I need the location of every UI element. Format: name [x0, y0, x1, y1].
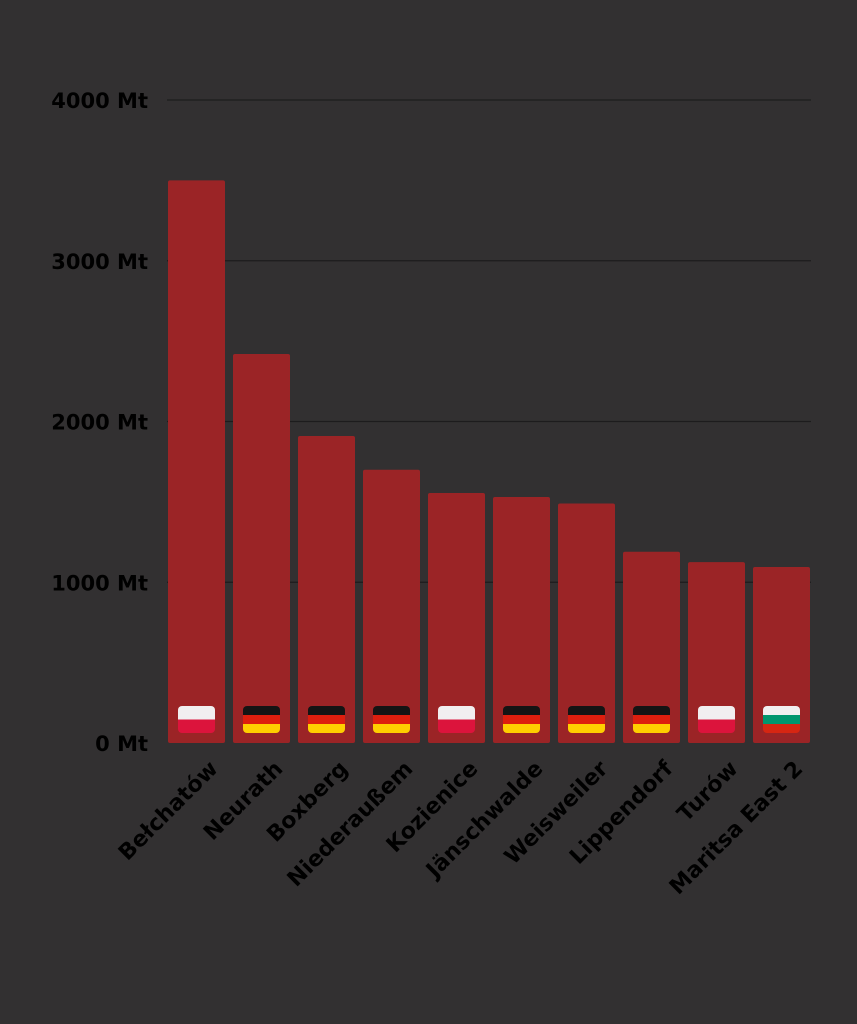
bar — [623, 551, 680, 743]
bar — [298, 435, 355, 743]
flag-icon — [503, 706, 540, 733]
y-tick-label: 2000 Mt — [51, 411, 148, 435]
x-axis-category-labels: BełchatówNeurathBoxbergNiederaußemKozien… — [114, 756, 808, 900]
y-tick-label: 1000 Mt — [51, 571, 148, 595]
flag-icon — [243, 706, 280, 733]
bar — [753, 566, 810, 743]
x-category-label: Bełchatów — [114, 757, 223, 866]
bar — [363, 469, 420, 743]
flag-icon — [178, 706, 215, 733]
bar — [558, 503, 615, 743]
x-category-label: Jänschwalde — [420, 757, 548, 885]
flag-icon — [568, 706, 605, 733]
flag-icon — [633, 706, 670, 733]
flag-icon — [308, 706, 345, 733]
y-axis-tick-labels: 0 Mt 1000 Mt 2000 Mt 3000 Mt 4000 Mt — [51, 89, 148, 756]
bars — [168, 180, 810, 743]
country-flags — [178, 706, 800, 733]
bar — [428, 493, 485, 743]
flag-icon — [763, 706, 800, 733]
bar — [233, 353, 290, 743]
y-tick-label: 0 Mt — [95, 732, 148, 756]
flag-icon — [438, 706, 475, 733]
y-tick-label: 4000 Mt — [51, 89, 148, 113]
bar — [493, 497, 550, 743]
y-tick-label: 3000 Mt — [51, 250, 148, 274]
flag-icon — [698, 706, 735, 733]
bar — [688, 562, 745, 743]
bar — [168, 180, 225, 743]
flag-icon — [373, 706, 410, 733]
